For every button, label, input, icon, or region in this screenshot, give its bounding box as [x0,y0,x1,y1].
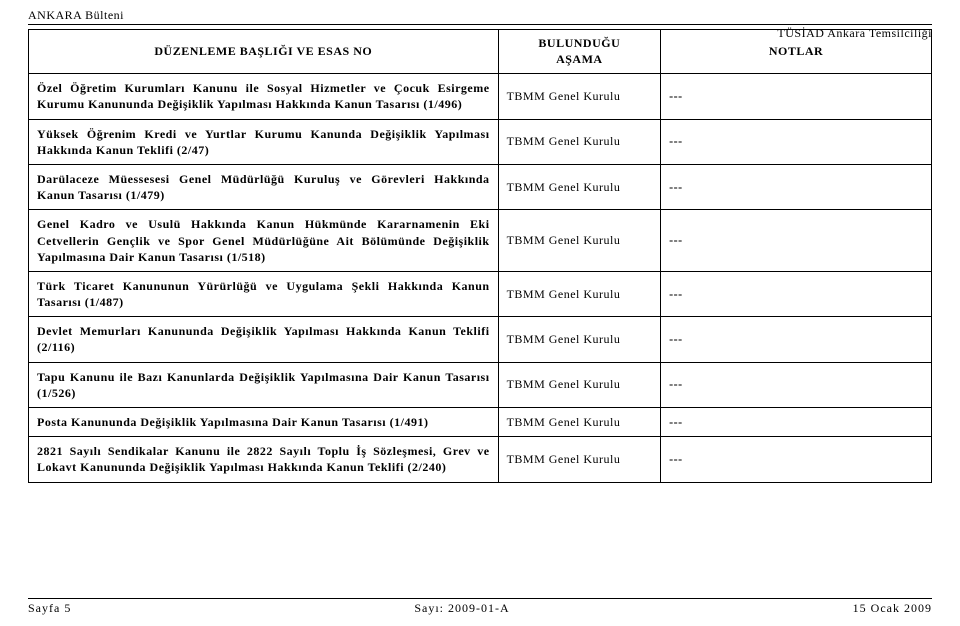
table-row: Tapu Kanunu ile Bazı Kanunlarda Değişikl… [29,362,932,407]
regulation-title: Özel Öğretim Kurumları Kanunu ile Sosyal… [29,74,499,119]
regulation-stage: TBMM Genel Kurulu [498,119,661,164]
regulation-notes: --- [661,317,932,362]
regulation-title: Genel Kadro ve Usulü Hakkında Kanun Hükm… [29,210,499,272]
page-header: ANKARA Bülteni TÜSİAD Ankara Temsilciliğ… [28,8,932,25]
table-row: 2821 Sayılı Sendikalar Kanunu ile 2822 S… [29,437,932,482]
table-row: Darülaceze Müessesesi Genel Müdürlüğü Ku… [29,164,932,209]
page-footer: Sayfa 5 Sayı: 2009-01-A 15 Ocak 2009 [28,598,932,616]
table-row: Yüksek Öğrenim Kredi ve Yurtlar Kurumu K… [29,119,932,164]
regulation-title: 2821 Sayılı Sendikalar Kanunu ile 2822 S… [29,437,499,482]
table-row: Posta Kanununda Değişiklik Yapılmasına D… [29,408,932,437]
header-left: ANKARA Bülteni [28,8,124,23]
regulation-notes: --- [661,119,932,164]
regulation-stage: TBMM Genel Kurulu [498,408,661,437]
table-row: Özel Öğretim Kurumları Kanunu ile Sosyal… [29,74,932,119]
regulation-title: Tapu Kanunu ile Bazı Kanunlarda Değişikl… [29,362,499,407]
footer-page: Sayfa 5 [28,601,71,616]
regulation-title: Devlet Memurları Kanununda Değişiklik Ya… [29,317,499,362]
regulation-title: Darülaceze Müessesesi Genel Müdürlüğü Ku… [29,164,499,209]
regulation-notes: --- [661,408,932,437]
column-header-title: DÜZENLEME BAŞLIĞI VE ESAS NO [29,30,499,74]
regulation-stage: TBMM Genel Kurulu [498,74,661,119]
regulation-notes: --- [661,74,932,119]
table-row: Devlet Memurları Kanununda Değişiklik Ya… [29,317,932,362]
footer-date: 15 Ocak 2009 [853,601,932,616]
regulation-notes: --- [661,437,932,482]
regulation-title: Yüksek Öğrenim Kredi ve Yurtlar Kurumu K… [29,119,499,164]
table-row: Genel Kadro ve Usulü Hakkında Kanun Hükm… [29,210,932,272]
regulation-title: Posta Kanununda Değişiklik Yapılmasına D… [29,408,499,437]
regulation-stage: TBMM Genel Kurulu [498,362,661,407]
regulation-notes: --- [661,210,932,272]
column-header-stage: BULUNDUĞU AŞAMA [498,30,661,74]
regulation-stage: TBMM Genel Kurulu [498,317,661,362]
footer-issue: Sayı: 2009-01-A [414,601,509,616]
regulation-stage: TBMM Genel Kurulu [498,164,661,209]
regulations-table: DÜZENLEME BAŞLIĞI VE ESAS NO BULUNDUĞU A… [28,29,932,483]
regulation-notes: --- [661,362,932,407]
header-right: TÜSİAD Ankara Temsilciliği [777,26,932,41]
regulation-stage: TBMM Genel Kurulu [498,437,661,482]
table-row: Türk Ticaret Kanununun Yürürlüğü ve Uygu… [29,271,932,316]
regulation-stage: TBMM Genel Kurulu [498,210,661,272]
regulation-stage: TBMM Genel Kurulu [498,271,661,316]
regulation-title: Türk Ticaret Kanununun Yürürlüğü ve Uygu… [29,271,499,316]
regulation-notes: --- [661,164,932,209]
regulation-notes: --- [661,271,932,316]
